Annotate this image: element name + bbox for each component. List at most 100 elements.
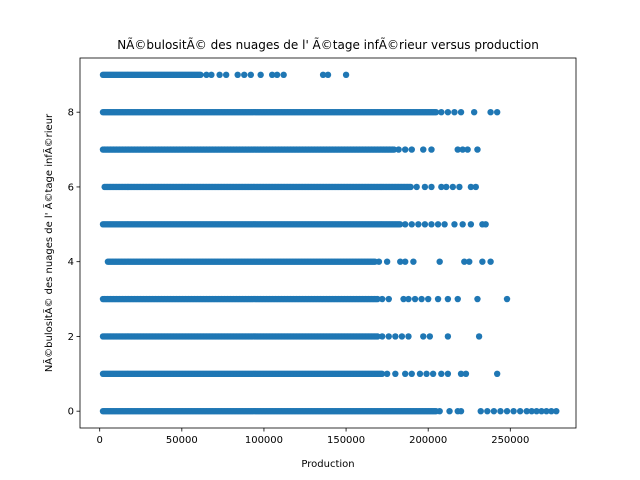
data-point <box>378 370 386 378</box>
point-row <box>104 258 494 265</box>
data-point <box>398 333 406 340</box>
data-point <box>490 407 498 415</box>
y-tick-label: 2 <box>68 332 74 343</box>
point-row <box>99 146 481 153</box>
data-point <box>383 258 391 265</box>
data-point <box>390 146 398 153</box>
data-point <box>379 333 386 340</box>
data-point <box>423 370 430 378</box>
data-point <box>420 146 427 153</box>
data-point <box>410 258 417 265</box>
data-point <box>446 407 453 415</box>
data-point <box>234 71 241 79</box>
data-point <box>385 333 392 340</box>
data-point <box>401 221 409 228</box>
data-point <box>421 221 429 228</box>
data-point <box>413 183 420 191</box>
data-point <box>415 221 422 228</box>
data-point <box>467 221 475 228</box>
y-axis-ticks: 0 2 4 6 8 <box>68 108 80 418</box>
data-point <box>444 108 452 116</box>
x-tick-label: 50000 <box>166 435 198 446</box>
data-point <box>493 108 501 116</box>
data-point <box>401 146 409 153</box>
data-point <box>503 407 511 415</box>
data-point <box>429 370 437 378</box>
data-point <box>375 258 383 265</box>
data-points <box>99 71 560 415</box>
x-tick-label: 250000 <box>491 435 529 446</box>
data-point <box>385 295 392 303</box>
data-point <box>428 146 435 153</box>
data-point <box>374 333 381 340</box>
data-point <box>466 258 473 265</box>
y-tick-label: 8 <box>68 108 74 119</box>
data-point <box>459 221 466 228</box>
data-point <box>420 333 427 340</box>
data-point <box>397 258 404 265</box>
y-tick-label: 0 <box>68 407 74 418</box>
data-point <box>484 407 491 415</box>
x-tick-label: 100000 <box>245 435 283 446</box>
data-point <box>454 295 461 303</box>
point-row <box>99 370 501 378</box>
data-point <box>444 295 452 303</box>
data-point <box>457 370 465 378</box>
data-point <box>459 146 466 153</box>
data-point <box>454 146 461 153</box>
data-point <box>436 407 443 415</box>
data-point <box>444 333 452 340</box>
data-point <box>487 258 494 265</box>
point-row <box>99 108 501 116</box>
data-point <box>268 71 276 79</box>
data-point <box>438 370 445 378</box>
data-point <box>436 258 443 265</box>
data-point <box>434 295 442 303</box>
x-axis-ticks: 0 50000 100000 150000 200000 250000 <box>97 428 529 446</box>
data-point <box>475 333 483 340</box>
data-point <box>472 183 480 191</box>
data-point <box>411 295 419 303</box>
x-tick-label: 150000 <box>327 435 365 446</box>
data-point <box>247 71 255 79</box>
data-point <box>533 407 540 415</box>
data-point <box>548 407 555 415</box>
data-point <box>379 295 386 303</box>
y-axis-label: NÃ©bulositÃ© des nuages de l' Ã©tage inf… <box>42 113 55 372</box>
x-tick-label: 0 <box>97 435 103 446</box>
data-point <box>543 407 550 415</box>
data-point <box>428 183 435 191</box>
data-point <box>470 108 478 116</box>
data-point <box>444 370 452 378</box>
data-point <box>464 146 471 153</box>
point-row <box>99 71 350 79</box>
data-point <box>405 333 412 340</box>
data-point <box>438 183 445 191</box>
data-point <box>474 146 481 153</box>
data-point <box>457 407 465 415</box>
data-point <box>216 71 223 79</box>
data-point <box>467 183 475 191</box>
data-point <box>416 370 424 378</box>
data-point <box>396 221 404 228</box>
data-point <box>523 407 530 415</box>
y-tick-label: 4 <box>68 257 74 268</box>
data-point <box>374 295 381 303</box>
data-point <box>457 108 465 116</box>
data-point <box>208 71 215 79</box>
data-point <box>482 221 489 228</box>
data-point <box>418 295 425 303</box>
y-tick-label: 6 <box>68 182 74 193</box>
data-point <box>443 183 450 191</box>
plot-frame <box>79 57 577 429</box>
data-point <box>493 370 501 378</box>
data-point <box>474 295 481 303</box>
data-point <box>477 407 484 415</box>
data-point <box>426 333 434 340</box>
data-point <box>528 407 535 415</box>
data-point <box>516 407 524 415</box>
point-row <box>101 183 480 191</box>
data-point <box>392 370 399 378</box>
